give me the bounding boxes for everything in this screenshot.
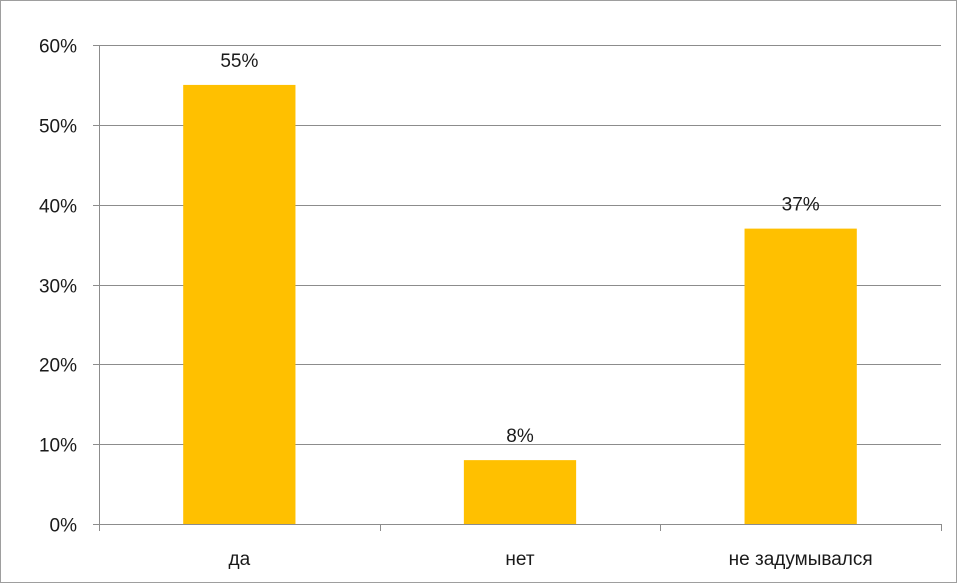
y-tick-label: 40% bbox=[39, 197, 77, 218]
labels: 0% 10% 20% 30% 40% 50% 60% 55% 8% 37% да нет не заду… bbox=[39, 37, 873, 571]
y-tick-label: 20% bbox=[39, 356, 77, 377]
y-tick-label: 30% bbox=[39, 277, 77, 298]
data-label: 8% bbox=[506, 426, 534, 447]
y-tick-label: 10% bbox=[39, 436, 77, 457]
y-tick-label: 60% bbox=[39, 37, 77, 58]
y-tick-label: 50% bbox=[39, 117, 77, 138]
axes bbox=[93, 45, 942, 531]
bar-3 bbox=[744, 228, 857, 524]
x-category-label: нет bbox=[505, 549, 534, 570]
bar-2 bbox=[463, 460, 577, 524]
x-category-label: да bbox=[229, 549, 251, 570]
bar-1 bbox=[183, 84, 296, 525]
bars bbox=[183, 84, 857, 525]
x-category-label: не задумывался bbox=[729, 549, 873, 570]
data-label: 37% bbox=[782, 195, 820, 216]
y-tick-label: 0% bbox=[50, 516, 78, 537]
data-label: 55% bbox=[220, 51, 258, 72]
